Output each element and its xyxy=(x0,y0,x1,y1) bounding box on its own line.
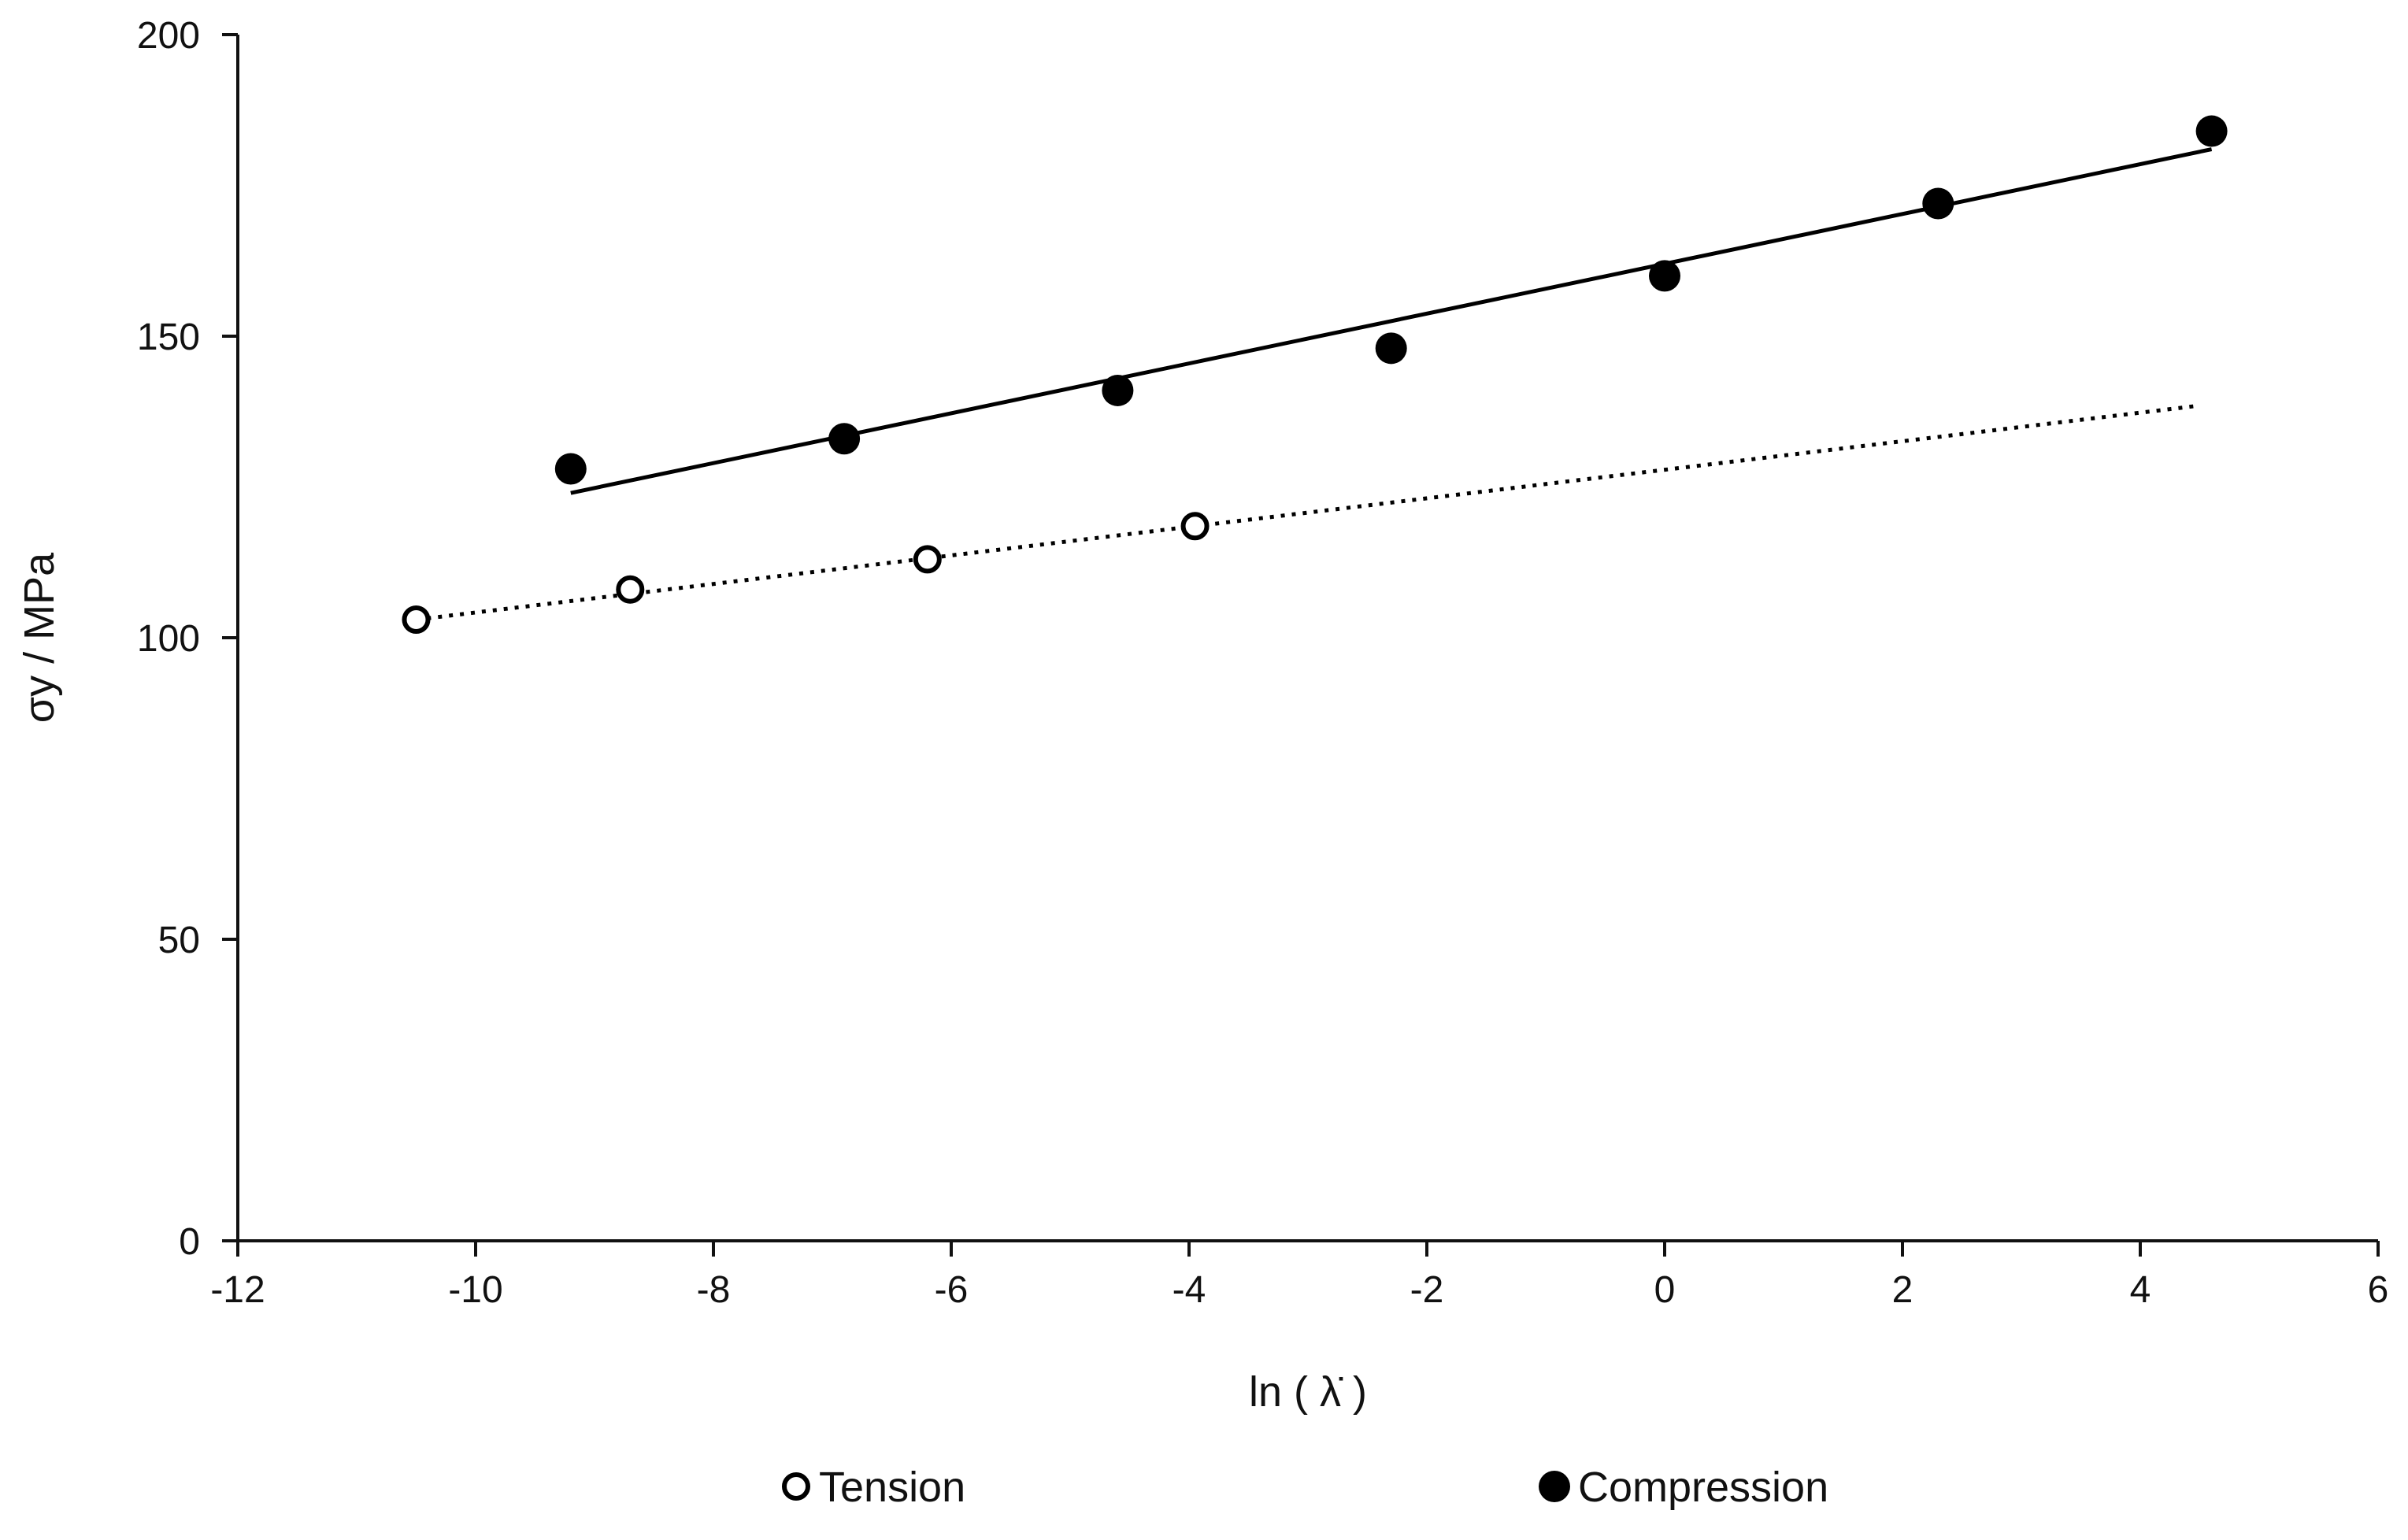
data-point-compression xyxy=(1102,374,1134,406)
legend-label-compression: Compression xyxy=(1578,1464,1828,1511)
x-tick-label: -2 xyxy=(1410,1269,1444,1311)
data-point-compression xyxy=(1922,187,1954,220)
x-tick-label: 2 xyxy=(1892,1269,1913,1311)
x-tick-label: -6 xyxy=(935,1269,969,1311)
labels-layer: ln ( λ̇ ) σy / MPa xyxy=(16,552,1367,1416)
trendline-compression xyxy=(570,147,2213,495)
legend-filled-circle-icon xyxy=(1539,1471,1570,1502)
legend-open-circle-icon xyxy=(782,1472,810,1501)
y-tick-label: 200 xyxy=(137,15,200,57)
trendline-tension xyxy=(416,403,2200,622)
x-tick-label: -12 xyxy=(210,1269,265,1311)
points-layer xyxy=(402,115,2228,635)
x-tick-label: 0 xyxy=(1654,1269,1676,1311)
data-point-compression xyxy=(828,423,861,455)
x-tick-label: -8 xyxy=(697,1269,731,1311)
y-tick-label: 150 xyxy=(137,317,200,358)
x-axis-title: ln ( λ̇ ) xyxy=(1249,1368,1367,1416)
y-tick-label: 50 xyxy=(158,920,200,961)
y-tick-label: 100 xyxy=(137,618,200,660)
legend-label-tension: Tension xyxy=(819,1464,965,1511)
x-tick-label: 4 xyxy=(2130,1269,2151,1311)
data-point-tension xyxy=(1180,512,1210,541)
legend-item-compression: Compression xyxy=(1539,1464,1828,1511)
axes-layer: -12 -10 -8 -6 -4 -2 0 2 4 6 0 50 100 150 200 xyxy=(137,15,2388,1311)
data-point-tension xyxy=(402,605,431,635)
y-axis-title: σy / MPa xyxy=(16,552,63,723)
data-point-tension xyxy=(913,545,942,574)
legend: Tension Compression xyxy=(782,1464,1828,1511)
data-point-compression xyxy=(2195,115,2228,147)
x-tick-label: -10 xyxy=(448,1269,502,1311)
x-tick-label: -4 xyxy=(1173,1269,1206,1311)
data-point-compression xyxy=(1375,332,1407,365)
data-point-tension xyxy=(616,575,645,604)
x-tick-label: 6 xyxy=(2368,1269,2389,1311)
data-point-compression xyxy=(1649,260,1680,292)
y-tick-label: 0 xyxy=(179,1221,200,1263)
trendlines-layer xyxy=(416,147,2213,622)
legend-item-tension: Tension xyxy=(782,1464,965,1511)
data-point-compression xyxy=(554,453,587,485)
